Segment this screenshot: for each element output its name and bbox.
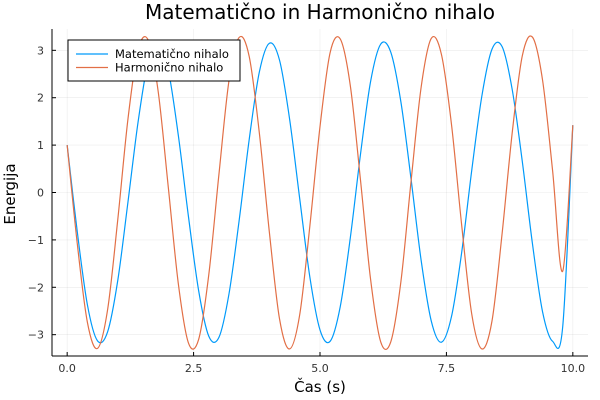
x-tick-label: 10.0 bbox=[561, 362, 586, 375]
axes bbox=[51, 29, 588, 357]
x-tick-label: 0.0 bbox=[58, 362, 76, 375]
legend-label: Matematično nihalo bbox=[115, 47, 229, 61]
y-tick-label: 3 bbox=[37, 44, 44, 57]
y-axis-title: Energija bbox=[1, 163, 19, 224]
chart-title: Matematično in Harmonično nihalo bbox=[145, 0, 495, 24]
y-tick-label: −1 bbox=[28, 234, 44, 247]
y-tick-label: −3 bbox=[28, 329, 44, 342]
y-tick-label: 0 bbox=[37, 187, 44, 200]
y-tick-label: 1 bbox=[37, 139, 44, 152]
x-tick-label: 2.5 bbox=[185, 362, 203, 375]
grid bbox=[52, 29, 588, 356]
y-tick-label: 2 bbox=[37, 92, 44, 105]
x-tick-label: 7.5 bbox=[438, 362, 456, 375]
tick-labels: 0.0 2.5 5.0 7.5 10.0 −3 −2 −1 0 1 2 3 bbox=[28, 44, 585, 375]
legend-box bbox=[67, 39, 241, 82]
legend-label: Harmonično nihalo bbox=[115, 61, 223, 75]
y-tick-label: −2 bbox=[28, 281, 44, 294]
x-axis-title: Čas (s) bbox=[294, 377, 346, 396]
x-tick-label: 5.0 bbox=[311, 362, 329, 375]
